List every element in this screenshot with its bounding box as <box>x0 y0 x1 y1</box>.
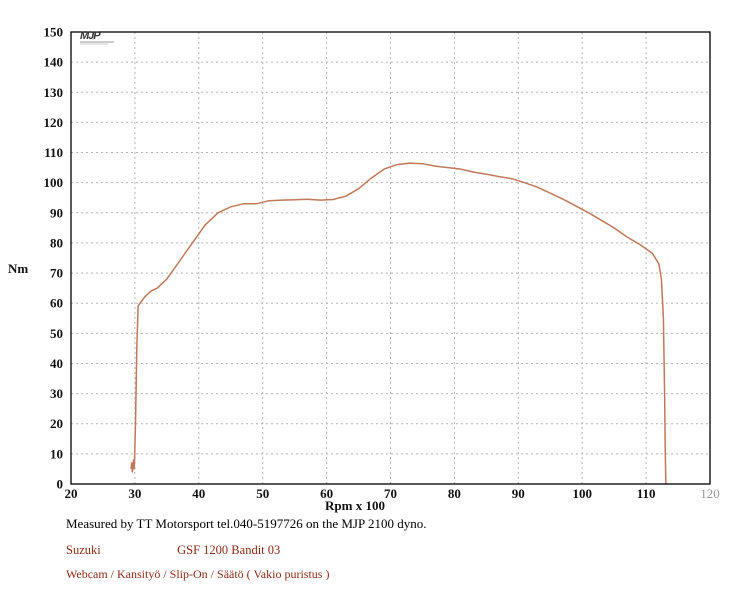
y-tick-labels: 0 10 20 30 40 50 60 70 80 90 100 110 120 130 140 150 <box>44 25 64 492</box>
torque-series <box>130 162 667 485</box>
y-tick-label: 120 <box>44 115 64 130</box>
bike-caption: Suzuki GSF 1200 Bandit 03 <box>66 543 666 558</box>
x-tick-label: 20 <box>65 486 78 501</box>
x-tick-label: 110 <box>637 486 656 501</box>
y-tick-label: 20 <box>50 416 63 431</box>
y-tick-label: 110 <box>44 145 63 160</box>
y-tick-label: 50 <box>50 326 63 341</box>
measured-by-caption: Measured by TT Motorsport tel.040-519772… <box>66 516 427 531</box>
bike-make: Suzuki <box>66 543 101 557</box>
x-tick-label: 50 <box>256 486 269 501</box>
x-axis-label: Rpm x 100 <box>325 498 385 513</box>
y-tick-label: 80 <box>50 235 63 250</box>
x-tick-label: 30 <box>128 486 141 501</box>
y-tick-label: 0 <box>57 477 64 492</box>
x-tick-label: 90 <box>512 486 525 501</box>
x-tick-label: 60 <box>320 486 333 501</box>
y-tick-label: 130 <box>44 85 64 100</box>
x-tick-label: 100 <box>572 486 592 501</box>
y-tick-label: 40 <box>50 356 63 371</box>
svg-text:MJP: MJP <box>80 30 101 42</box>
x-tick-label: 70 <box>384 486 397 501</box>
y-axis-label: Nm <box>8 261 28 276</box>
y-tick-label: 10 <box>50 446 63 461</box>
y-tick-label: 100 <box>44 175 64 190</box>
x-tick-label: 40 <box>192 486 205 501</box>
setup-caption: Webcam / Kansityö / Slip-On / Säätö ( Va… <box>66 567 330 581</box>
y-tick-label: 30 <box>50 386 63 401</box>
y-tick-label: 70 <box>50 266 63 281</box>
plot-frame <box>70 31 711 485</box>
x-tick-label: 80 <box>448 486 461 501</box>
grid-lines <box>71 32 710 484</box>
mjp-logo: MJP <box>80 30 114 45</box>
y-tick-label: 150 <box>44 25 64 40</box>
torque-curve-line <box>130 162 667 485</box>
x-tick-label: 120 <box>700 486 720 501</box>
y-tick-label: 60 <box>50 296 63 311</box>
y-tick-label: 140 <box>44 55 64 70</box>
bike-model: GSF 1200 Bandit 03 <box>177 543 281 557</box>
x-tick-labels: 20 30 40 50 60 70 80 90 100 110 120 <box>65 486 720 501</box>
y-tick-label: 90 <box>50 205 63 220</box>
